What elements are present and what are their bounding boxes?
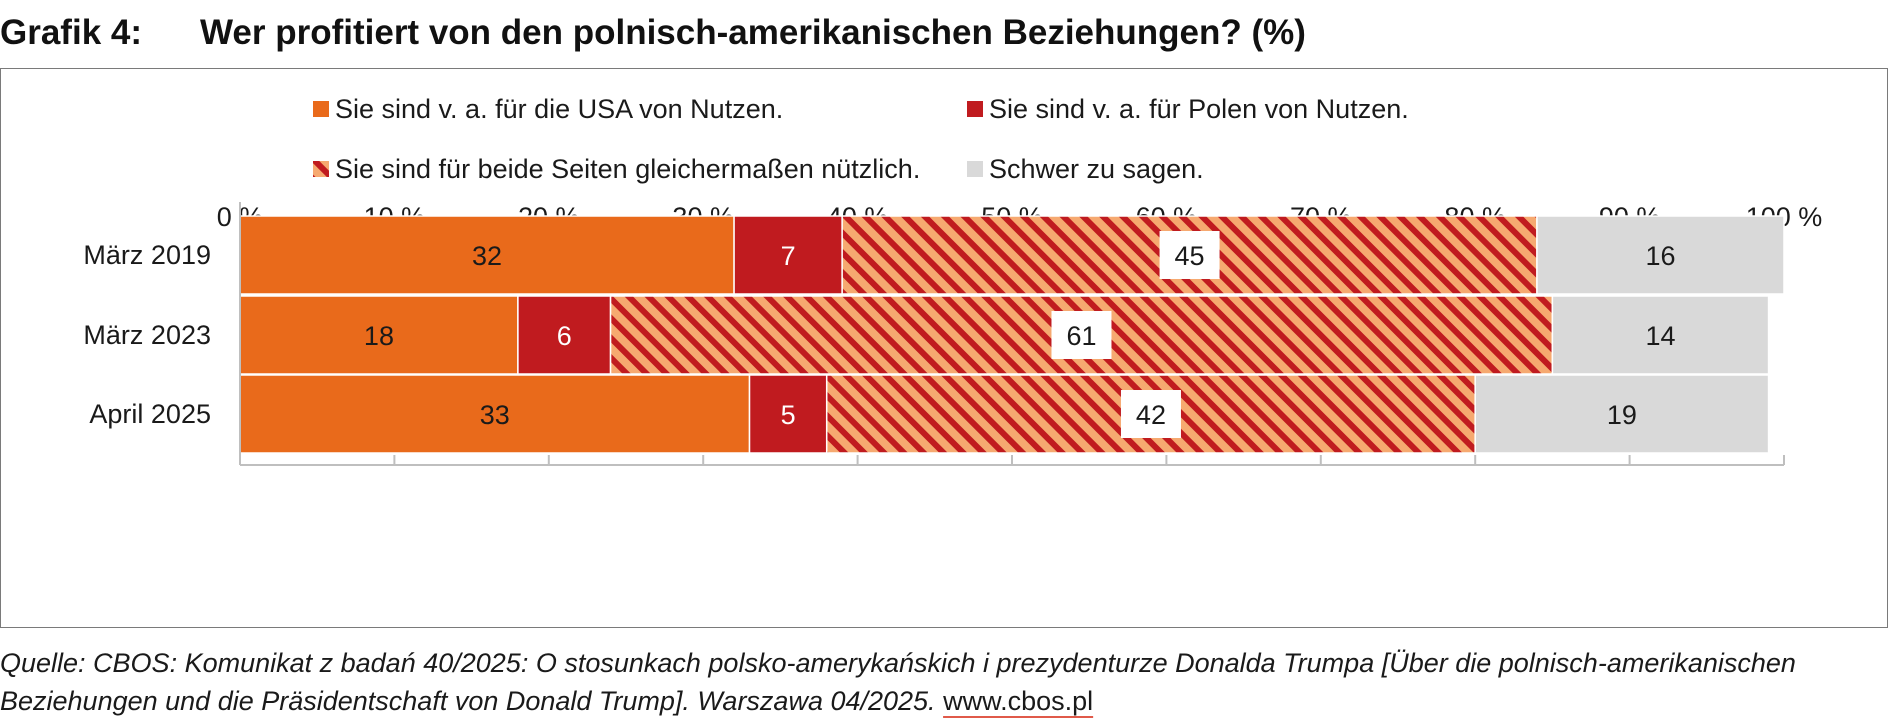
legend-swatch-both (313, 161, 329, 177)
data-label-both: 42 (1136, 400, 1166, 430)
data-label-poland: 5 (781, 400, 796, 430)
bar-poland (517, 295, 612, 375)
legend-label-both: Sie sind für beide Seiten gleichermaßen … (335, 154, 920, 184)
bar-usa (239, 295, 519, 375)
bar-unsure (1536, 215, 1785, 295)
figure-label: Grafik 4: (0, 13, 142, 52)
source-link[interactable]: www.cbos.pl (943, 686, 1094, 716)
figure-title: Wer profitiert von den polnisch-amerikan… (200, 13, 1306, 52)
data-label-poland: 6 (557, 321, 572, 351)
category-label: April 2025 (89, 399, 211, 429)
source-note: Quelle: CBOS: Komunikat z badań 40/2025:… (0, 644, 1888, 720)
legend-label-usa: Sie sind v. a. für die USA von Nutzen. (335, 94, 783, 124)
data-label-unsure: 16 (1645, 241, 1675, 271)
legend-swatch-poland (967, 101, 983, 117)
figure-title-row: Grafik 4: Wer profitiert von den polnisc… (0, 10, 1306, 56)
data-label-both: 61 (1066, 321, 1096, 351)
legend-label-poland: Sie sind v. a. für Polen von Nutzen. (989, 94, 1409, 124)
category-label: März 2023 (83, 320, 211, 350)
data-label-poland: 7 (781, 241, 796, 271)
data-label-bg (1051, 311, 1112, 359)
data-label-bg (1159, 231, 1220, 279)
data-label-usa: 32 (472, 241, 502, 271)
legend-swatch-unsure (967, 161, 983, 177)
data-label-usa: 18 (364, 321, 394, 351)
bar-unsure (1474, 374, 1770, 454)
chart-frame: Sie sind v. a. für die USA von Nutzen. Si… (0, 68, 1888, 628)
data-label-unsure: 19 (1607, 400, 1637, 430)
category-label: März 2019 (83, 240, 211, 270)
data-label-bg (1120, 390, 1181, 438)
stacked-bar-chart: Sie sind v. a. für die USA von Nutzen. Si… (83, 94, 1822, 466)
legend-swatch-usa (313, 101, 329, 117)
bar-unsure (1551, 295, 1770, 375)
legend-label-unsure: Schwer zu sagen. (989, 154, 1204, 184)
data-label-usa: 33 (480, 400, 510, 430)
bar-poland (748, 374, 828, 454)
source-text: Quelle: CBOS: Komunikat z badań 40/2025:… (0, 648, 1796, 716)
data-label-unsure: 14 (1645, 321, 1675, 351)
data-label-both: 45 (1175, 241, 1205, 271)
